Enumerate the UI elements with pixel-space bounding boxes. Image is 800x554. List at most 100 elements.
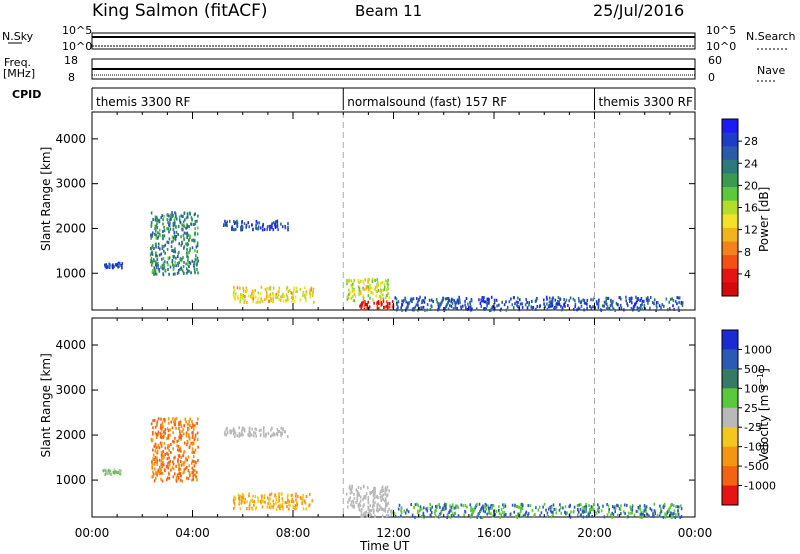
data-cell [155, 242, 157, 246]
freq-label: Freq. [4, 56, 31, 69]
data-cell [183, 224, 185, 228]
data-cell [564, 300, 567, 304]
data-cell [358, 493, 360, 497]
data-cell [503, 303, 506, 307]
data-cell [368, 305, 371, 309]
data-cell [638, 308, 640, 312]
data-cell [598, 506, 600, 510]
data-cell [166, 457, 169, 461]
data-cell [167, 453, 169, 457]
data-cell [193, 424, 196, 428]
data-cell [640, 512, 643, 516]
data-cell [590, 298, 592, 302]
data-cell [579, 503, 582, 506]
data-cell [363, 512, 365, 516]
data-cell [443, 507, 445, 511]
data-cell [469, 302, 472, 306]
data-cell [644, 508, 646, 512]
data-cell [168, 476, 171, 480]
data-cell [276, 433, 279, 437]
data-cell [628, 511, 630, 515]
data-cell [196, 263, 198, 267]
data-cell [368, 278, 370, 282]
data-cell [465, 297, 468, 300]
data-cell [428, 298, 431, 302]
data-cell [578, 299, 580, 303]
data-cell [257, 300, 259, 304]
data-cell [449, 504, 451, 508]
data-cell [238, 426, 240, 430]
data-cell [262, 499, 264, 503]
x-tick-label: 00:00 [75, 526, 110, 540]
data-cell [278, 429, 281, 433]
data-cell [178, 454, 181, 458]
data-cell [572, 297, 575, 301]
data-cell [351, 285, 354, 289]
data-cell [386, 294, 388, 297]
data-cell [248, 426, 251, 430]
data-cell [232, 427, 235, 431]
y-tick-label: 2000 [55, 428, 86, 442]
data-cell [580, 513, 582, 517]
data-cell [172, 462, 175, 466]
data-cell [153, 418, 156, 422]
data-cell [429, 308, 432, 311]
data-cell [287, 498, 289, 502]
data-cell [179, 446, 182, 450]
data-cell [430, 298, 433, 302]
data-cell [175, 214, 177, 218]
data-cell [588, 504, 590, 507]
data-cell [160, 441, 163, 445]
data-cell [191, 259, 194, 263]
data-cell [183, 432, 185, 436]
data-cell [178, 423, 180, 427]
data-cell [519, 298, 521, 302]
data-cell [369, 283, 371, 287]
data-cell [381, 487, 383, 491]
data-cell [353, 289, 355, 293]
data-cell [495, 298, 498, 302]
data-cell [636, 297, 639, 301]
data-cell [154, 456, 157, 459]
data-cell [374, 279, 376, 282]
data-cell [262, 428, 265, 432]
data-cell [466, 505, 468, 509]
data-cell [495, 510, 498, 513]
data-cell [150, 422, 153, 426]
data-cell [665, 297, 668, 301]
data-cell [469, 503, 472, 507]
data-cell [157, 432, 159, 436]
data-cell [358, 280, 360, 284]
data-cell [412, 307, 414, 310]
data-cell [525, 510, 528, 514]
data-cell [160, 417, 162, 421]
data-cell [299, 287, 302, 291]
data-cell [173, 248, 175, 252]
data-cell [270, 225, 272, 229]
data-cell [369, 296, 371, 300]
data-cell [271, 226, 273, 230]
data-cell [583, 308, 585, 312]
data-cell [294, 494, 297, 498]
nsearch-tick-bottom: 10^0 [706, 40, 736, 53]
data-cell [177, 458, 179, 462]
data-cell [442, 296, 445, 300]
data-cell [569, 503, 571, 507]
data-cell [295, 290, 297, 294]
data-cell [185, 431, 188, 435]
freq-unit: [MHz] [3, 67, 35, 80]
data-cell [361, 301, 363, 305]
data-cell [287, 225, 289, 229]
colorbar-tick-label: 28 [744, 135, 758, 148]
data-cell [180, 474, 182, 478]
data-cell [154, 215, 157, 219]
data-cell [294, 507, 296, 511]
data-cell [438, 514, 441, 518]
data-cell [151, 271, 154, 274]
data-cell [424, 296, 426, 300]
data-cell [672, 298, 675, 302]
data-cell [166, 213, 168, 217]
data-cell [445, 503, 448, 506]
data-cell [590, 508, 593, 512]
data-cell [598, 298, 600, 302]
